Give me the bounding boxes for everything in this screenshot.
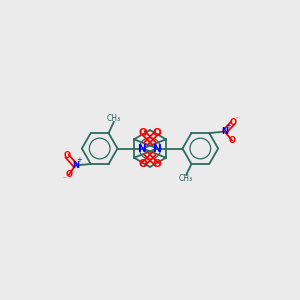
Text: O: O xyxy=(64,152,70,160)
Text: O: O xyxy=(153,128,161,138)
Text: CH₃: CH₃ xyxy=(107,114,121,123)
Text: N: N xyxy=(153,143,162,154)
Text: O: O xyxy=(139,159,147,170)
Text: O: O xyxy=(230,118,236,127)
Text: N: N xyxy=(221,127,228,136)
Text: O: O xyxy=(153,159,161,170)
Text: +: + xyxy=(226,123,232,129)
Text: ⁻: ⁻ xyxy=(235,115,239,124)
Text: +: + xyxy=(76,157,82,163)
Text: O: O xyxy=(139,128,147,138)
Text: O: O xyxy=(65,170,72,179)
Text: N: N xyxy=(72,161,79,170)
Text: O: O xyxy=(229,136,236,145)
Text: ⁻: ⁻ xyxy=(63,174,67,183)
Text: N: N xyxy=(138,143,147,154)
Text: CH₃: CH₃ xyxy=(179,174,193,183)
